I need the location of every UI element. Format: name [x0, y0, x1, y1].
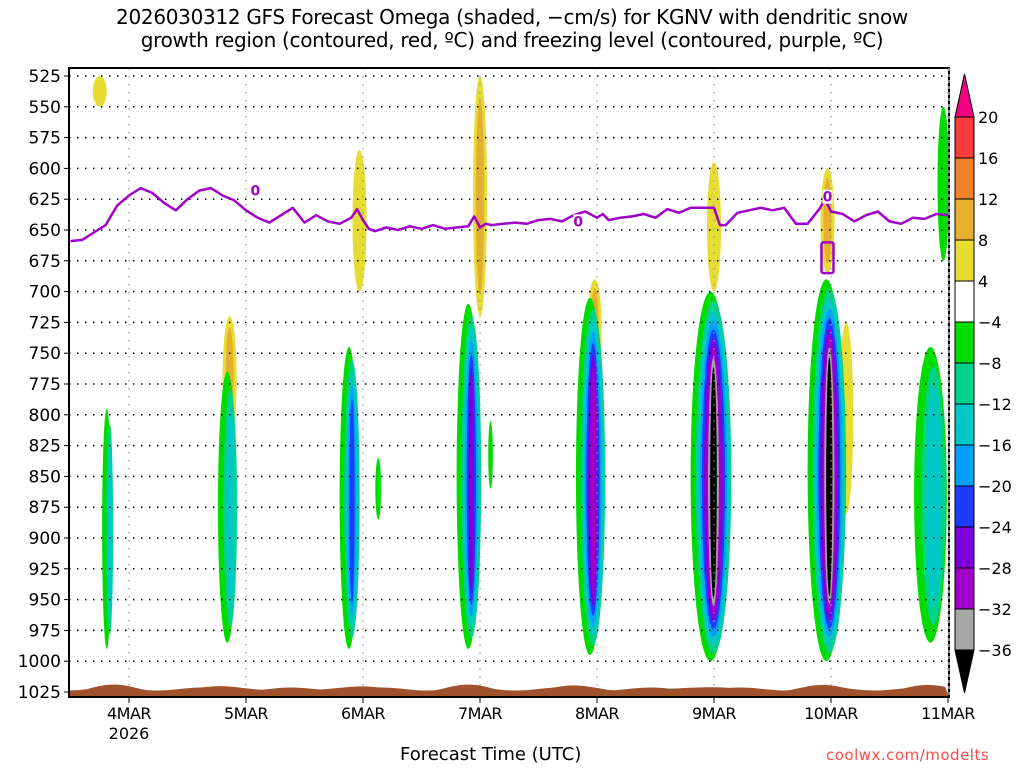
y-tick-label: 650 [29, 221, 61, 241]
x-tick-label: 6MAR [341, 704, 385, 723]
omega-shading-layer [92, 75, 949, 662]
colorbar-bottom-arrow [954, 649, 975, 694]
y-tick-label: 1025 [18, 683, 61, 703]
colorbar-label: −16 [978, 436, 1012, 455]
x-tick-label: 4MAR [107, 704, 151, 723]
colorbar-label: −32 [978, 600, 1012, 619]
colorbar-box [954, 198, 975, 241]
y-axis: 525 550 575 600 625 650 675 700 725 750 775 800 825 8… [18, 67, 69, 703]
y-tick-label: 975 [29, 621, 61, 641]
x-axis-label: Forecast Time (UTC) [400, 744, 582, 765]
freezing-label-bg [250, 183, 261, 198]
descent-shading-2 [352, 149, 367, 292]
descent-shading-5 [707, 162, 721, 292]
colorbar-label: −4 [978, 313, 1002, 332]
colorbar: 20 16 12 8 4 −4 −8 −12 −16 −20 −24 −28 −32 −36 [954, 73, 1012, 694]
omega-shading-7 [710, 367, 717, 599]
y-tick-label: 850 [29, 467, 61, 487]
y-tick-label: 700 [29, 283, 61, 303]
y-tick-label: 925 [29, 560, 61, 580]
freezing-label-bg [822, 189, 833, 204]
y-tick-label: 775 [29, 375, 61, 395]
y-tick-label: 800 [29, 406, 61, 426]
colorbar-box [954, 157, 975, 200]
chart-title: 2026030312 GFS Forecast Omega (shaded, −… [0, 6, 1024, 52]
x-tick-label: 9MAR [692, 704, 736, 723]
y-tick-label: 725 [29, 313, 61, 333]
colorbar-box [954, 608, 975, 651]
plot-frame [68, 67, 950, 698]
chart-title-line1: 2026030312 GFS Forecast Omega (shaded, −… [116, 5, 908, 29]
omega-shading-4 [468, 366, 475, 595]
x-tick-label: 8MAR [575, 704, 619, 723]
y-tick-label: 825 [29, 437, 61, 457]
colorbar-box [954, 526, 975, 569]
x-tick-label: 10MAR [804, 704, 858, 723]
terrain-layer [69, 684, 949, 697]
freezing-closed-contour [820, 241, 835, 275]
y-tick-label: 575 [29, 129, 61, 149]
colorbar-box [954, 280, 975, 323]
colorbar-label: −36 [978, 641, 1012, 660]
colorbar-label: 4 [978, 272, 988, 291]
omega-shading-9 [926, 385, 941, 608]
colorbar-label: −12 [978, 395, 1012, 414]
y-tick-label: 525 [29, 67, 61, 87]
colorbar-box [954, 116, 975, 159]
x-tick-label: 5MAR [224, 704, 268, 723]
omega-shading-5 [488, 420, 493, 489]
omega-shading-3 [375, 457, 382, 520]
omega-shading-10 [937, 106, 949, 261]
freezing-level-label: 0 [573, 214, 583, 230]
descent-shading-0 [92, 76, 107, 107]
colorbar-box [954, 403, 975, 446]
freezing-level-label: 0 [823, 190, 833, 206]
colorbar-box [954, 321, 975, 364]
colorbar-box [954, 239, 975, 282]
colorbar-label: 8 [978, 231, 988, 250]
colorbar-label: −20 [978, 477, 1012, 496]
x-tick-label: 11MAR [921, 704, 975, 723]
freezing-level-line [70, 186, 949, 243]
y-tick-label: 600 [29, 159, 61, 179]
colorbar-label: 16 [978, 149, 998, 168]
colorbar-box [954, 362, 975, 405]
grid-layer [69, 68, 949, 697]
omega-shading-6 [590, 366, 596, 597]
y-tick-label: 875 [29, 498, 61, 518]
omega-shading-2 [349, 398, 355, 604]
y-tick-label: 550 [29, 98, 61, 118]
freezing-level-layer: 0 0 0 [70, 183, 949, 275]
freezing-label-bg [573, 214, 584, 229]
omega-shading-1 [226, 407, 235, 611]
chart-title-line2: growth region (contoured, red, ºC) and f… [140, 28, 884, 52]
freezing-level-label: 0 [250, 184, 260, 200]
credit-link[interactable]: coolwx.com/modelts [826, 746, 990, 764]
colorbar-label: −8 [978, 354, 1002, 373]
colorbar-label: 12 [978, 190, 998, 209]
terrain-fill [69, 684, 949, 697]
omega-shading-0 [107, 440, 112, 621]
colorbar-box [954, 485, 975, 528]
y-tick-label: 900 [29, 529, 61, 549]
colorbar-top-arrow [954, 73, 975, 118]
y-tick-label: 675 [29, 252, 61, 272]
y-tick-label: 950 [29, 591, 61, 611]
x-tick-sublabel: 2026 [109, 724, 150, 743]
x-tick-label: 7MAR [458, 704, 502, 723]
y-tick-label: 1000 [18, 652, 61, 672]
colorbar-label: −28 [978, 559, 1012, 578]
y-tick-label: 625 [29, 190, 61, 210]
colorbar-label: 20 [978, 108, 998, 127]
colorbar-box [954, 567, 975, 610]
colorbar-box [954, 444, 975, 487]
colorbar-label: −24 [978, 518, 1012, 537]
y-tick-label: 750 [29, 344, 61, 364]
